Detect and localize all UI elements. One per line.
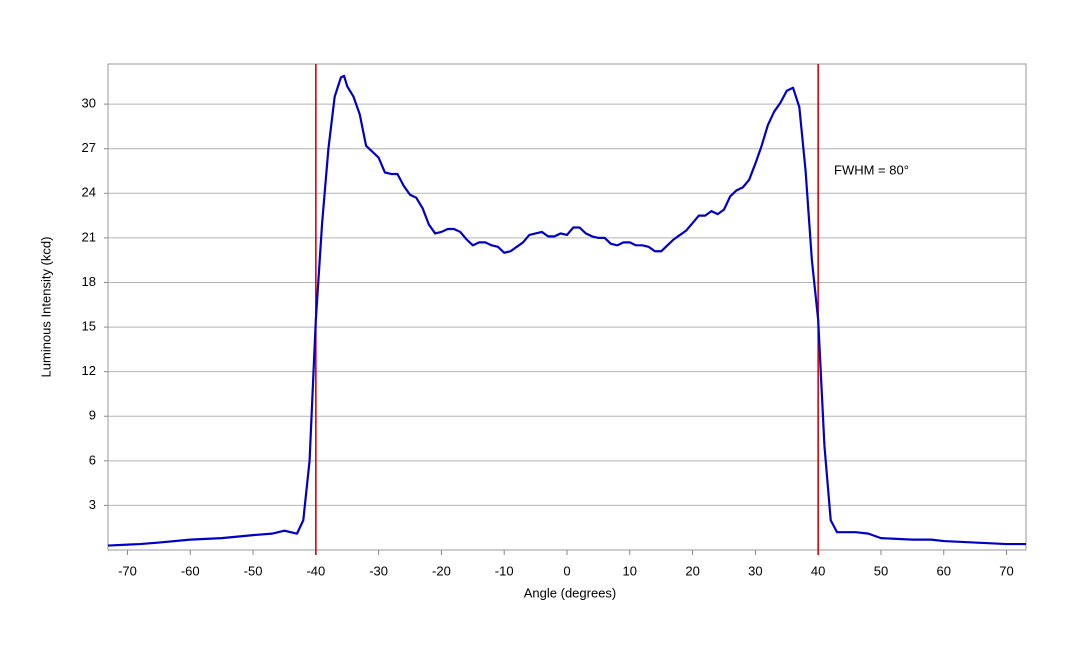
x-tick-label: 60	[937, 563, 951, 578]
y-tick-label: 15	[82, 319, 96, 334]
x-tick-label: 30	[748, 563, 762, 578]
x-tick-label: 70	[999, 563, 1013, 578]
plot-frame	[107, 63, 1027, 551]
y-tick-label: 9	[89, 408, 96, 423]
x-tick-label: -10	[495, 563, 514, 578]
x-tick-label: -60	[181, 563, 200, 578]
x-tick-label: 0	[563, 563, 570, 578]
data-line	[107, 74, 1026, 547]
y-tick-label: 27	[82, 140, 96, 155]
y-tick-label: 6	[89, 452, 96, 467]
x-tick-label: 50	[874, 563, 888, 578]
x-tick-label: -20	[432, 563, 451, 578]
y-axis-label: Luminous Intensity (kcd)	[38, 237, 53, 378]
x-tick-label: -70	[118, 563, 137, 578]
x-tick-label: -50	[244, 563, 263, 578]
x-tick-label: 40	[811, 563, 825, 578]
x-axis-label: Angle (degrees)	[524, 585, 617, 600]
x-tick-label: 10	[623, 563, 637, 578]
y-tick-label: 3	[89, 497, 96, 512]
x-tick-label: -30	[369, 563, 388, 578]
x-tick-label: 20	[685, 563, 699, 578]
annotation: FWHM = 80°	[834, 162, 909, 177]
y-tick-label: 12	[82, 363, 96, 378]
y-tick-label: 21	[82, 229, 96, 244]
y-tick-label: 18	[82, 274, 96, 289]
y-tick-label: 30	[82, 96, 96, 111]
x-tick-label: -40	[306, 563, 325, 578]
y-tick-label: 24	[82, 185, 96, 200]
